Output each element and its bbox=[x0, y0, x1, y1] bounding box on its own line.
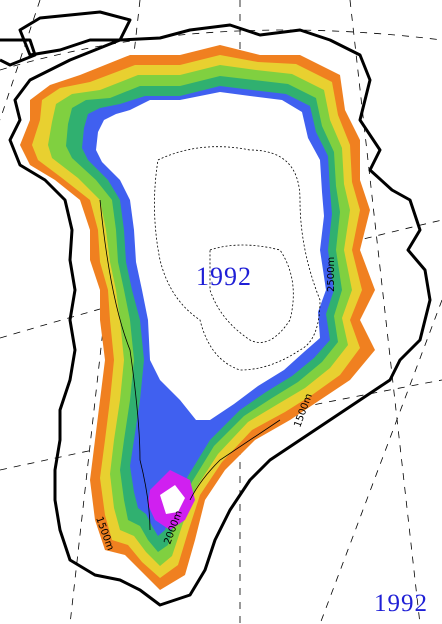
year-label-corner: 1992 bbox=[374, 590, 428, 617]
coastline bbox=[0, 10, 432, 607]
ice-sheet-interior bbox=[96, 92, 326, 420]
elevation-contours bbox=[99, 146, 321, 531]
year-label-center: 1992 bbox=[196, 262, 252, 291]
contour-label-2500: 2500m bbox=[326, 257, 337, 292]
